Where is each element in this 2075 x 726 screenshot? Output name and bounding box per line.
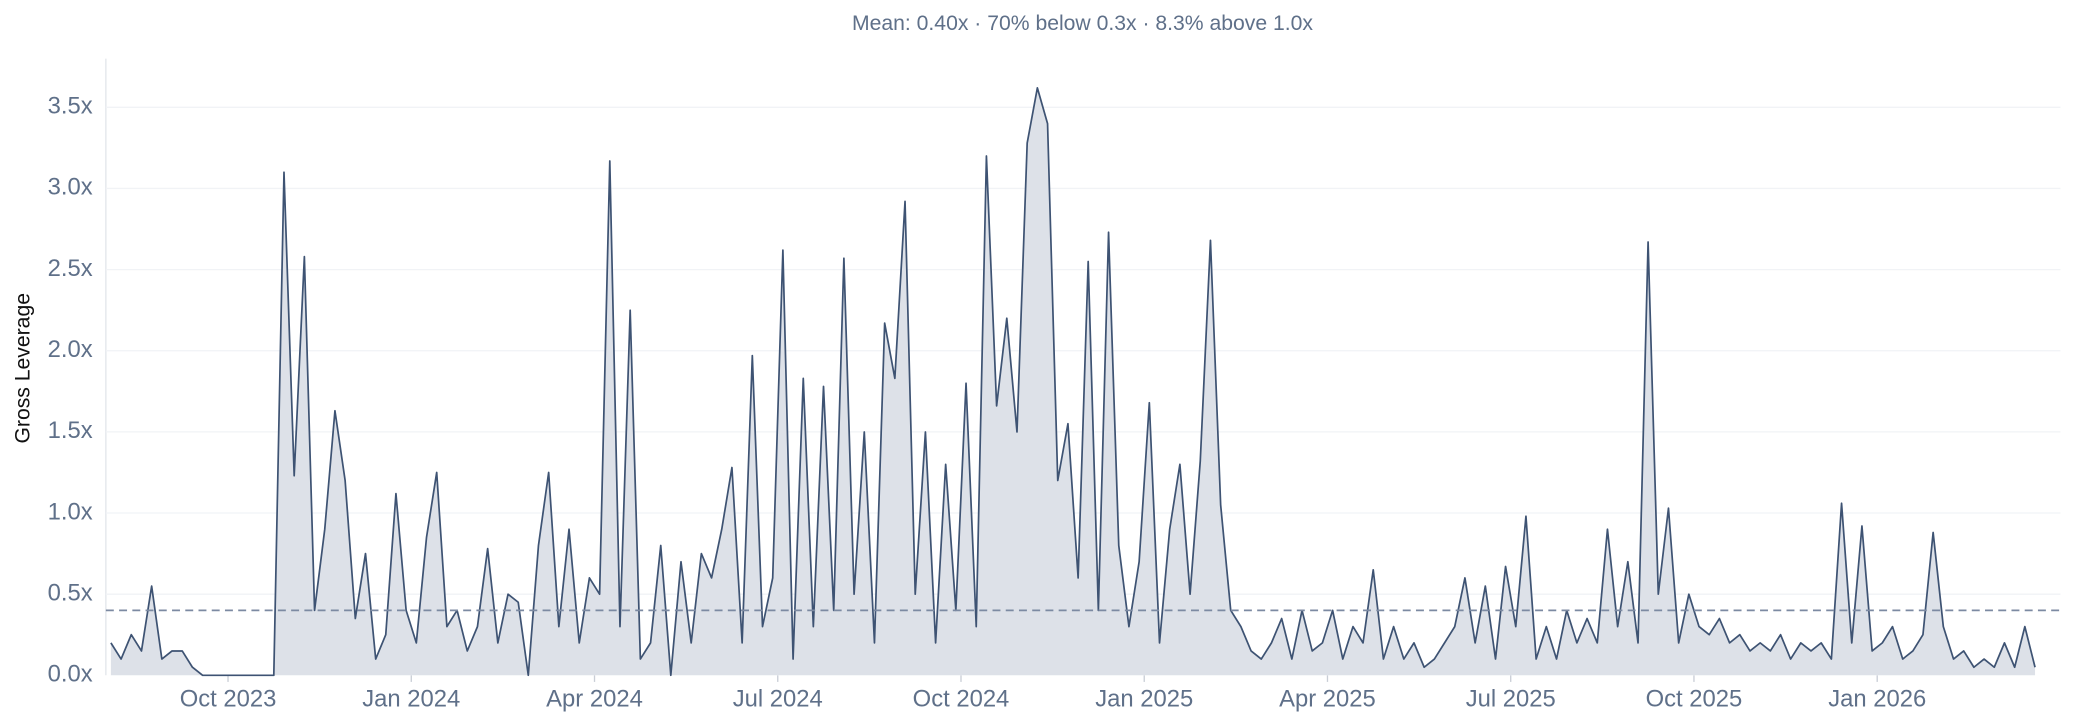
x-tick-label: Oct 2023 [180, 686, 277, 713]
y-tick-label: 1.0x [48, 498, 93, 525]
x-tick-label: Apr 2024 [546, 686, 643, 713]
x-tick-label: Jul 2025 [1466, 686, 1556, 713]
x-tick-label: Jan 2024 [362, 686, 460, 713]
x-tick-label: Oct 2025 [1646, 686, 1743, 713]
x-tick-label: Jan 2026 [1828, 686, 1926, 713]
y-tick-label: 3.0x [48, 174, 93, 201]
x-tick-label: Jul 2024 [733, 686, 823, 713]
x-tick-label: Apr 2025 [1279, 686, 1376, 713]
y-axis-label: Gross Leverage [11, 293, 34, 444]
y-tick-label: 0.5x [48, 579, 93, 606]
series-line [110, 87, 2036, 677]
x-tick-label: Jan 2025 [1095, 686, 1193, 713]
y-tick-label: 2.5x [48, 255, 93, 282]
y-tick-label: 0.0x [48, 661, 93, 688]
y-tick-label: 1.5x [48, 417, 93, 444]
area-fill [110, 87, 2036, 676]
x-tick-label: Oct 2024 [913, 686, 1010, 713]
y-tick-label: 3.5x [48, 93, 93, 120]
chart-subtitle: Mean: 0.40x · 70% below 0.3x · 8.3% abov… [852, 12, 1313, 35]
y-tick-label: 2.0x [48, 336, 93, 363]
